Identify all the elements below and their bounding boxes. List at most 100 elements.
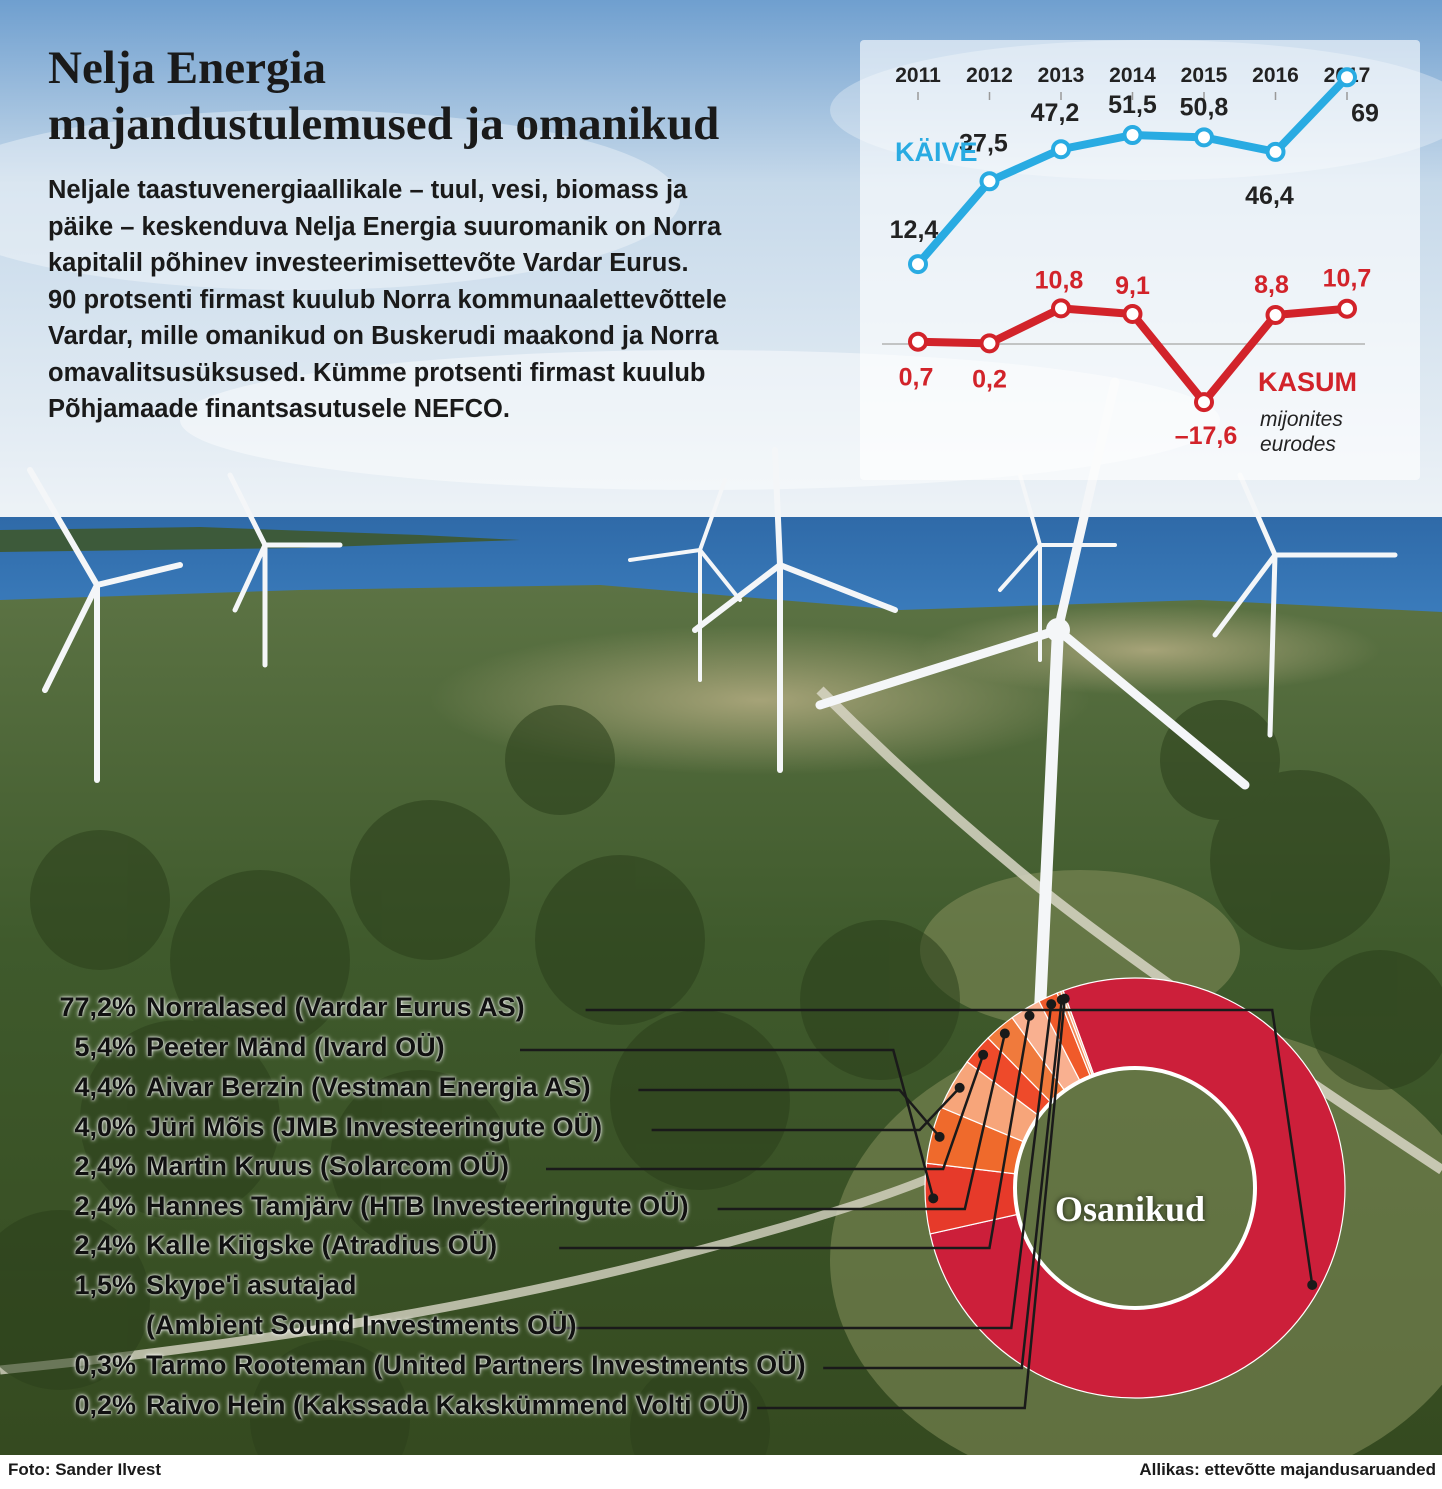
owner-row: 2,4% Kalle Kiigske (Atradius OÜ) [48, 1230, 497, 1261]
kasum-value-label: 0,2 [972, 365, 1007, 393]
leader-dot [978, 1049, 989, 1060]
kasum-value-label: 8,8 [1254, 271, 1289, 299]
kaive-value-label: 69 [1351, 99, 1379, 127]
donut-inner-ring [1013, 1066, 1257, 1310]
kasum-value-label: 9,1 [1115, 272, 1150, 300]
owner-name: Hannes Tamjärv (HTB Investeeringute OÜ) [146, 1191, 689, 1221]
owner-share: 2,4% [74, 1230, 136, 1260]
owner-row: 0,2% Raivo Hein (Kakssada Kakskümmend Vol… [48, 1390, 749, 1421]
leader-dot [934, 1131, 945, 1142]
owner-share-spacer [48, 1310, 136, 1341]
owner-row: 4,4% Aivar Berzin (Vestman Energia AS) [48, 1072, 591, 1103]
intro-line: 90 protsenti firmast kuulub Norra kommun… [48, 285, 727, 314]
owner-row-continuation: (Ambient Sound Investments OÜ) [48, 1310, 577, 1341]
owner-share: 4,4% [74, 1072, 136, 1102]
intro-line: Põhjamaade finantsasutusele NEFCO. [48, 395, 510, 423]
intro-line: omavalitsusüksused. Kümme protsenti firm… [48, 358, 706, 387]
leader-dot [999, 1028, 1010, 1039]
leader-dot [1307, 1279, 1318, 1290]
owner-name: Tarmo Rooteman (United Partners Investme… [146, 1350, 806, 1380]
title-line-1: Nelja Energia [48, 42, 327, 94]
owner-share: 0,3% [74, 1350, 136, 1380]
owner-share: 5,4% [74, 1032, 136, 1062]
owner-row: 5,4% Peeter Mänd (Ivard OÜ) [48, 1032, 445, 1063]
owner-name: Martin Kruus (Solarcom OÜ) [146, 1151, 510, 1181]
leader-dot [1024, 1010, 1035, 1021]
donut-center-title: Osanikud [1054, 1189, 1206, 1229]
leader-line [546, 1004, 1053, 1330]
leader-line [559, 1015, 1031, 1250]
year-label: 2011 [895, 64, 941, 87]
kasum-point [1265, 304, 1286, 325]
kasum-value-label: 0,7 [899, 364, 934, 392]
kasum-value-label: 10,8 [1035, 266, 1084, 294]
kaive-point [1194, 127, 1214, 148]
intro-line: kapitalil põhinev investeerimisettevõte … [48, 249, 689, 277]
page-title: Nelja Energia majandustulemused ja omani… [48, 40, 868, 152]
owner-share: 77,2% [59, 992, 136, 1022]
source-note: Allikas: ettevõtte majandusaruanded [1139, 1460, 1436, 1479]
owner-row: 4,0% Jüri Mõis (JMB Investeeringute OÜ) [48, 1112, 602, 1143]
owner-share: 1,5% [74, 1270, 136, 1300]
kasum-series-name: KASUM [1258, 367, 1357, 397]
owner-share: 2,4% [74, 1191, 136, 1221]
kaive-value-label: 46,4 [1245, 182, 1294, 210]
leader-dot [954, 1082, 965, 1093]
leader-line [717, 1033, 1007, 1211]
kaive-point [979, 171, 1000, 192]
photo-credit: Foto: Sander Ilvest [8, 1460, 162, 1479]
kasum-point [1122, 303, 1143, 324]
leader-line [546, 1054, 985, 1171]
kasum-point [1337, 298, 1357, 319]
kaive-value-label: 47,2 [1031, 99, 1080, 127]
owner-name: Aivar Berzin (Vestman Energia AS) [146, 1072, 591, 1102]
owner-name: Raivo Hein (Kakssada Kakskümmend Volti O… [146, 1390, 749, 1420]
leader-dot [1046, 999, 1057, 1010]
title-line-2: majandustulemused ja omanikud [48, 98, 720, 150]
kasum-value-label: 10,7 [1323, 265, 1372, 293]
year-label: 2016 [1252, 64, 1299, 87]
owner-name: Peeter Mänd (Ivard OÜ) [146, 1032, 445, 1062]
owner-name: Jüri Mõis (JMB Investeeringute OÜ) [146, 1112, 603, 1142]
year-label: 2014 [1109, 64, 1156, 87]
owner-share: 2,4% [74, 1151, 136, 1181]
kaive-point [908, 254, 928, 275]
leader-line [651, 1086, 961, 1132]
kasum-point [979, 333, 1000, 354]
owner-row: 2,4% Martin Kruus (Solarcom OÜ) [48, 1151, 509, 1182]
year-label: 2013 [1038, 64, 1085, 87]
kaive-point [1265, 141, 1286, 162]
kaive-value-label: 12,4 [890, 216, 939, 244]
owner-name: Kalle Kiigske (Atradius OÜ) [146, 1230, 498, 1260]
leader-line [585, 1008, 1314, 1286]
owner-share: 0,2% [74, 1390, 136, 1420]
owner-name: Skype'i asutajad [146, 1270, 357, 1300]
kaive-point [1122, 125, 1143, 146]
owner-row: 2,4% Hannes Tamjärv (HTB Investeeringute … [48, 1191, 689, 1222]
unit-label-line-2: eurodes [1260, 433, 1336, 456]
year-label: 2015 [1181, 64, 1228, 87]
kaive-value-label: 51,5 [1108, 91, 1157, 119]
owner-row: 1,5% Skype'i asutajad [48, 1270, 357, 1301]
kasum-point [1194, 392, 1214, 413]
owner-share: 4,0% [74, 1112, 136, 1142]
owner-name: Norralased (Vardar Eurus AS) [146, 992, 525, 1022]
intro-line: Vardar, mille omanikud on Buskerudi maak… [48, 322, 719, 350]
intro-line: Neljale taastuvenergiaallikale – tuul, v… [48, 176, 688, 204]
kasum-value-label: –17,6 [1175, 422, 1238, 450]
owner-name-line-2: (Ambient Sound Investments OÜ) [146, 1310, 577, 1340]
kasum-point [908, 331, 928, 352]
intro-paragraph: Neljale taastuvenergiaallikale – tuul, v… [48, 172, 848, 428]
kasum-point [1051, 298, 1071, 319]
leader-dot [928, 1193, 939, 1204]
kaive-value-label: 50,8 [1180, 93, 1229, 121]
kaive-series-name: KÄIVE [895, 137, 978, 167]
kaive-point [1051, 139, 1071, 160]
leader-line [757, 998, 1066, 1410]
year-label: 2012 [966, 64, 1013, 87]
revenue-profit-line-chart: 2011201220132014201520162017 12,437,547,… [860, 40, 1420, 480]
leader-line [520, 1048, 935, 1199]
unit-label-line-1: mijonites [1260, 408, 1343, 431]
leader-line [823, 999, 1064, 1370]
